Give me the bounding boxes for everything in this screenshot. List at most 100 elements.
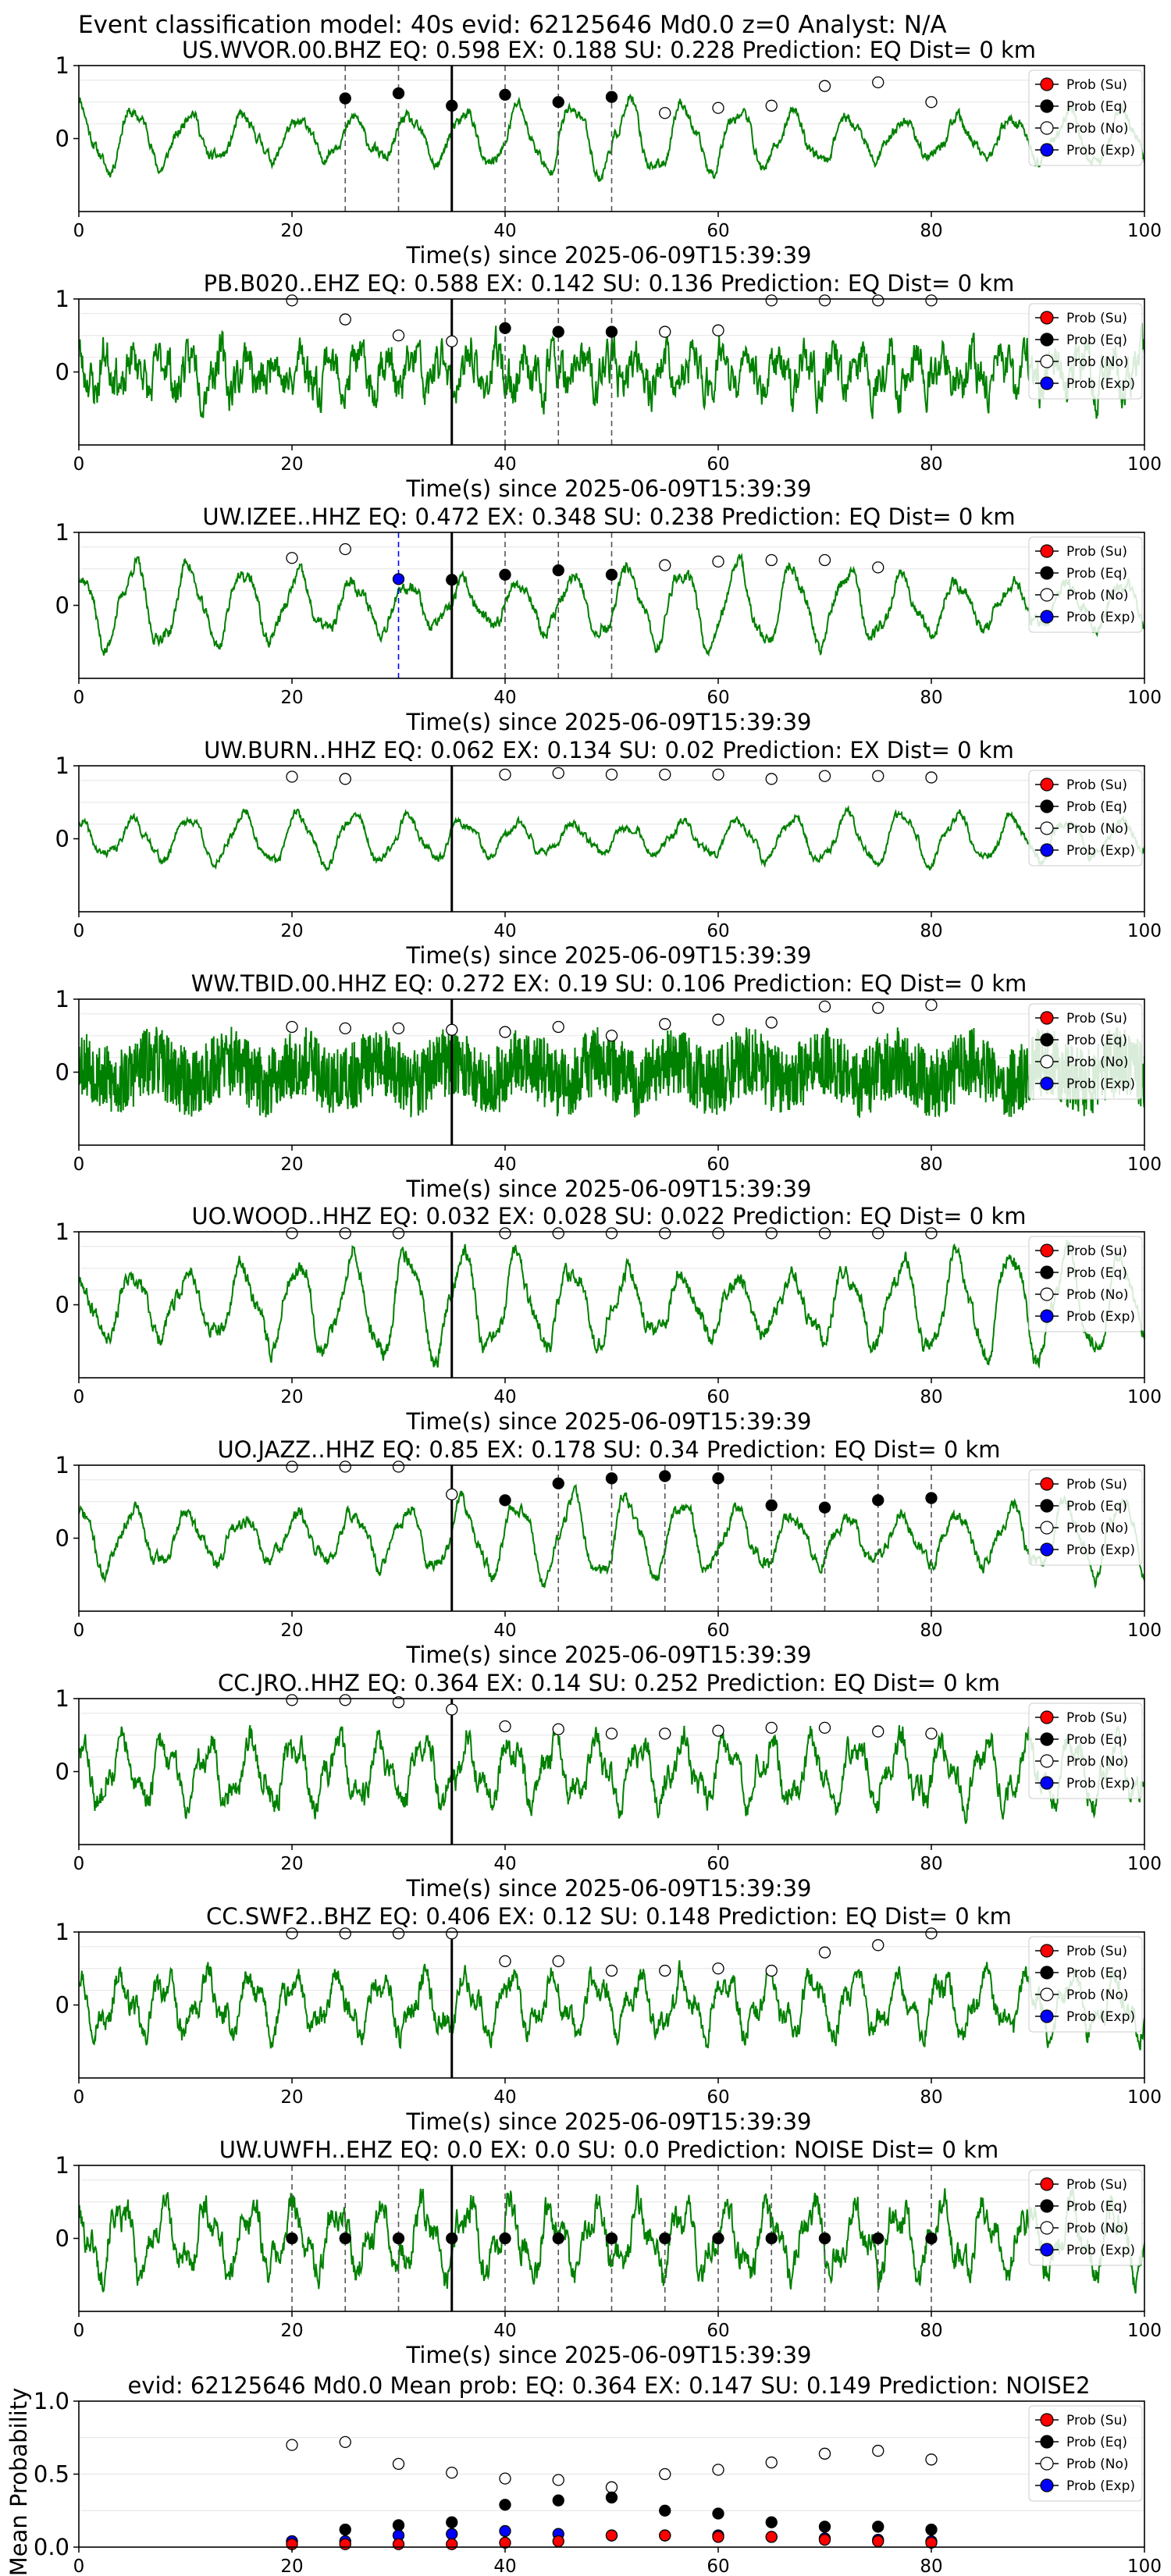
legend-label: Prob (Eq) [1066,1499,1127,1514]
x-tick-label: 0 [73,688,85,708]
y-tick-label: 0 [55,1992,69,2019]
x-tick-label: 0 [73,1387,85,1407]
x-tick-label: 80 [920,2556,942,2576]
legend-label: Prob (Exp) [1066,143,1135,158]
probability-point [392,1696,405,1709]
x-tick-label: 60 [707,1387,729,1407]
probability-point [712,1962,724,1975]
probability-point [872,770,884,782]
x-tick-label: 40 [493,2321,516,2341]
legend-box [1028,1469,1143,1566]
legend-marker [1040,2457,1054,2471]
legend-marker [1040,566,1054,580]
legend-label: Prob (No) [1066,354,1129,370]
legend-marker [1040,1966,1054,1980]
probability-point [818,80,831,92]
probability-point [925,2232,938,2245]
y-tick-label: 1 [55,2152,69,2179]
probability-point [925,1727,938,1740]
legend-label: Prob (Eq) [1066,2435,1127,2450]
legend-marker [1040,588,1054,602]
x-tick-label: 80 [920,688,942,708]
probability-point [499,768,511,781]
legend-label: Prob (Eq) [1066,1033,1127,1048]
x-tick-label: 40 [493,1155,516,1175]
legend-label: Prob (Eq) [1066,1732,1127,1748]
probability-point [499,88,511,101]
mean-probability-point [765,2516,778,2528]
legend-marker [1040,99,1054,113]
x-tick-label: 20 [280,221,303,241]
probability-point [339,1461,351,1473]
probability-point [872,1939,884,1952]
x-tick-label: 100 [1127,2087,1162,2108]
x-tick-label: 60 [707,921,729,941]
probability-point [392,87,405,100]
mean-probability-point [818,2533,831,2546]
mean-probability-point [872,2535,884,2548]
x-tick-label: 0 [73,921,85,941]
probability-point [499,1720,511,1733]
mean-probability-point [392,2457,405,2471]
probability-point [872,1725,884,1738]
probability-point [712,101,724,114]
probability-point [552,1227,564,1240]
probability-point [286,2232,298,2245]
probability-point [712,1013,724,1026]
x-axis-label: Time(s) since 2025-06-09T15:39:39 [406,709,812,735]
probability-point [925,96,938,109]
mean-probability-point [659,2504,671,2517]
y-tick-label: 0.5 [34,2461,69,2488]
probability-point [552,1723,564,1735]
legend-label: Prob (Eq) [1066,566,1127,582]
x-tick-label: 0 [73,1621,85,1641]
probability-point [659,326,671,338]
probability-point [446,574,458,586]
probability-point [925,1927,938,1940]
legend-label: Prob (Exp) [1066,610,1135,625]
legend-box [1028,2405,1143,2502]
y-tick-label: 0 [55,126,69,152]
legend-box [1028,1703,1143,1799]
legend-marker [1040,777,1054,792]
legend-label: Prob (Su) [1066,1011,1127,1026]
probability-point [712,1227,724,1240]
legend-box [1028,770,1143,866]
y-tick-label: 0 [55,1525,69,1552]
probability-point [499,1955,511,1968]
legend-label: Prob (Exp) [1066,1542,1135,1558]
probability-point [818,294,831,307]
probability-point [552,767,564,779]
probability-point [339,543,351,556]
probability-point [818,1946,831,1959]
x-axis-label: Time(s) since 2025-06-09T15:39:39 [406,2342,812,2368]
legend-marker [1040,121,1054,135]
probability-point [765,1016,778,1029]
legend-marker [1040,1754,1054,1768]
x-tick-label: 60 [707,221,729,241]
probability-point [659,1018,671,1030]
legend-marker [1040,2243,1054,2257]
legend-marker [1040,1265,1054,1279]
x-tick-label: 100 [1127,2556,1162,2576]
legend-label: Prob (No) [1066,821,1129,837]
probability-point [499,2232,511,2245]
x-tick-label: 80 [920,1155,942,1175]
probability-point [605,1030,618,1042]
legend-label: Prob (Su) [1066,777,1127,793]
probability-point [552,96,564,109]
probability-point [659,1470,671,1482]
probability-point [286,1227,298,1240]
x-tick-label: 80 [920,454,942,475]
x-tick-label: 60 [707,2321,729,2341]
probability-point [446,99,458,112]
x-axis-label: Time(s) since 2025-06-09T15:39:39 [406,1875,812,1902]
x-axis-label: Time(s) since 2025-06-09T15:39:39 [406,475,812,502]
panel-title: UO.WOOD..HHZ EQ: 0.032 EX: 0.028 SU: 0.0… [191,1203,1026,1229]
x-tick-label: 60 [707,454,729,475]
waveform-panel: UW.IZEE..HHZ EQ: 0.472 EX: 0.348 SU: 0.2… [55,503,1162,735]
probability-point [339,1022,351,1035]
probability-point [765,1227,778,1240]
x-tick-label: 60 [707,1621,729,1641]
legend-marker [1040,143,1054,157]
